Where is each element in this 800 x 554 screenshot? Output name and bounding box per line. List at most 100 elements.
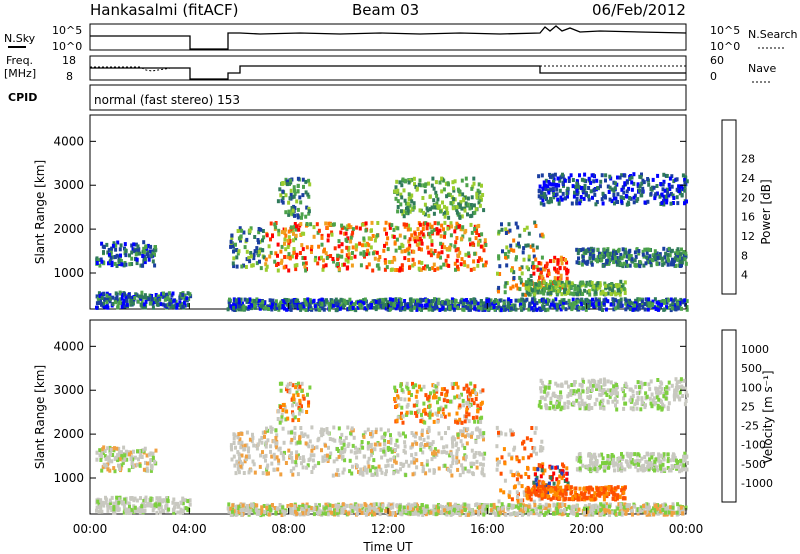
power-echo-cell	[660, 192, 664, 197]
velocity-echo-cell	[460, 463, 464, 468]
power-echo-cell	[621, 247, 625, 252]
velocity-echo-cell	[340, 446, 344, 451]
power-echo-cell	[422, 210, 426, 215]
velocity-echo-cell	[412, 460, 416, 465]
power-echo-cell	[383, 302, 387, 307]
power-echo-cell	[123, 292, 126, 297]
velocity-echo-cell	[474, 451, 478, 455]
power-echo-cell	[525, 297, 529, 302]
velocity-echo-cell	[140, 504, 144, 509]
velocity-echo-cell	[589, 494, 593, 499]
power-echo-cell	[556, 276, 560, 281]
power-echo-cell	[361, 243, 364, 248]
power-echo-cell	[436, 266, 440, 271]
velocity-echo-cell	[351, 443, 355, 448]
velocity-echo-cell	[436, 419, 440, 424]
power-echo-cell	[464, 305, 467, 309]
power-echo-cell	[653, 252, 657, 256]
velocity-echo-cell	[543, 397, 547, 402]
power-echo-cell	[354, 247, 358, 252]
power-echo-cell	[594, 202, 598, 207]
power-echo-cell	[463, 208, 467, 213]
power-echo-cell	[626, 305, 630, 310]
velocity-echo-cell	[543, 468, 547, 473]
velocity-echo-cell	[294, 460, 298, 465]
power-echo-cell	[551, 186, 555, 191]
power-echo-cell	[643, 200, 647, 205]
velocity-echo-cell	[155, 496, 159, 501]
power-echo-cell	[100, 259, 104, 264]
velocity-echo-cell	[560, 476, 564, 481]
velocity-echo-cell	[243, 447, 247, 452]
velocity-echo-cell	[547, 383, 551, 388]
power-echo-cell	[334, 308, 338, 313]
velocity-echo-cell	[563, 401, 567, 406]
power-echo-cell	[480, 257, 483, 262]
power-echo-cell	[521, 292, 525, 297]
power-echo-cell	[579, 199, 583, 204]
freq-right-tick-top: 60	[710, 54, 724, 67]
power-echo-cell	[340, 254, 344, 259]
power-echo-cell	[484, 260, 488, 265]
power-echo-cell	[153, 297, 157, 301]
velocity-echo-cell	[413, 471, 417, 476]
velocity-echo-cell	[558, 491, 562, 496]
power-echo-cell	[401, 244, 405, 249]
power-echo-cell	[540, 232, 544, 237]
velocity-echo-cell	[649, 401, 653, 406]
power-echo-cell	[634, 298, 638, 303]
power-echo-cell	[620, 199, 624, 204]
velocity-echo-cell	[106, 502, 110, 507]
velocity-echo-cell	[555, 477, 559, 482]
velocity-echo-cell	[419, 387, 423, 392]
cpid-frame	[89, 84, 687, 111]
velocity-echo-cell	[412, 456, 416, 461]
power-echo-cell	[420, 230, 424, 235]
power-echo-cell	[130, 256, 134, 261]
power-echo-cell	[615, 259, 619, 264]
power-echo-cell	[514, 307, 518, 312]
velocity-echo-cell	[281, 408, 285, 413]
velocity-echo-cell	[549, 396, 553, 401]
power-echo-cell	[293, 191, 297, 196]
velocity-echo-cell	[269, 425, 273, 430]
power-echo-cell	[435, 297, 439, 302]
power-echo-cell	[134, 252, 138, 257]
power-echo-cell	[588, 303, 592, 307]
power-echo-cell	[109, 250, 113, 255]
velocity-echo-cell	[414, 452, 418, 457]
velocity-echo-cell	[469, 464, 473, 469]
power-echo-cell	[608, 257, 612, 262]
power-echo-cell	[262, 235, 266, 240]
velocity-echo-cell	[186, 499, 190, 503]
velocity-echo-cell	[106, 505, 110, 509]
power-echo-cell	[470, 186, 474, 191]
power-echo-cell	[469, 304, 473, 309]
velocity-echo-cell	[495, 444, 499, 449]
velocity-echo-cell	[373, 442, 377, 447]
power-echo-cell	[675, 257, 679, 262]
velocity-echo-cell	[239, 464, 243, 469]
velocity-echo-cell	[424, 393, 428, 398]
velocity-echo-cell	[479, 420, 483, 424]
power-echo-cell	[302, 184, 305, 189]
power-echo-cell	[478, 256, 482, 261]
power-echo-cell	[424, 298, 428, 303]
power-echo-cell	[417, 231, 421, 236]
power-echo-cell	[449, 233, 453, 238]
velocity-echo-cell	[295, 390, 299, 395]
power-echo-cell	[516, 286, 520, 291]
power-echo-cell	[606, 184, 610, 189]
velocity-echo-cell	[552, 481, 556, 486]
power-echo-cell	[252, 256, 256, 261]
power-echo-cell	[671, 301, 675, 306]
velocity-echo-cell	[264, 444, 268, 449]
velocity-echo-cell	[308, 439, 312, 444]
power-echo-cell	[268, 298, 272, 303]
power-echo-cell	[456, 267, 460, 272]
velocity-echo-cell	[537, 403, 541, 408]
power-echo-cell	[312, 225, 316, 230]
power-echo-cell	[578, 201, 582, 206]
power-echo-cell	[405, 206, 408, 211]
power-echo-cell	[405, 247, 409, 252]
